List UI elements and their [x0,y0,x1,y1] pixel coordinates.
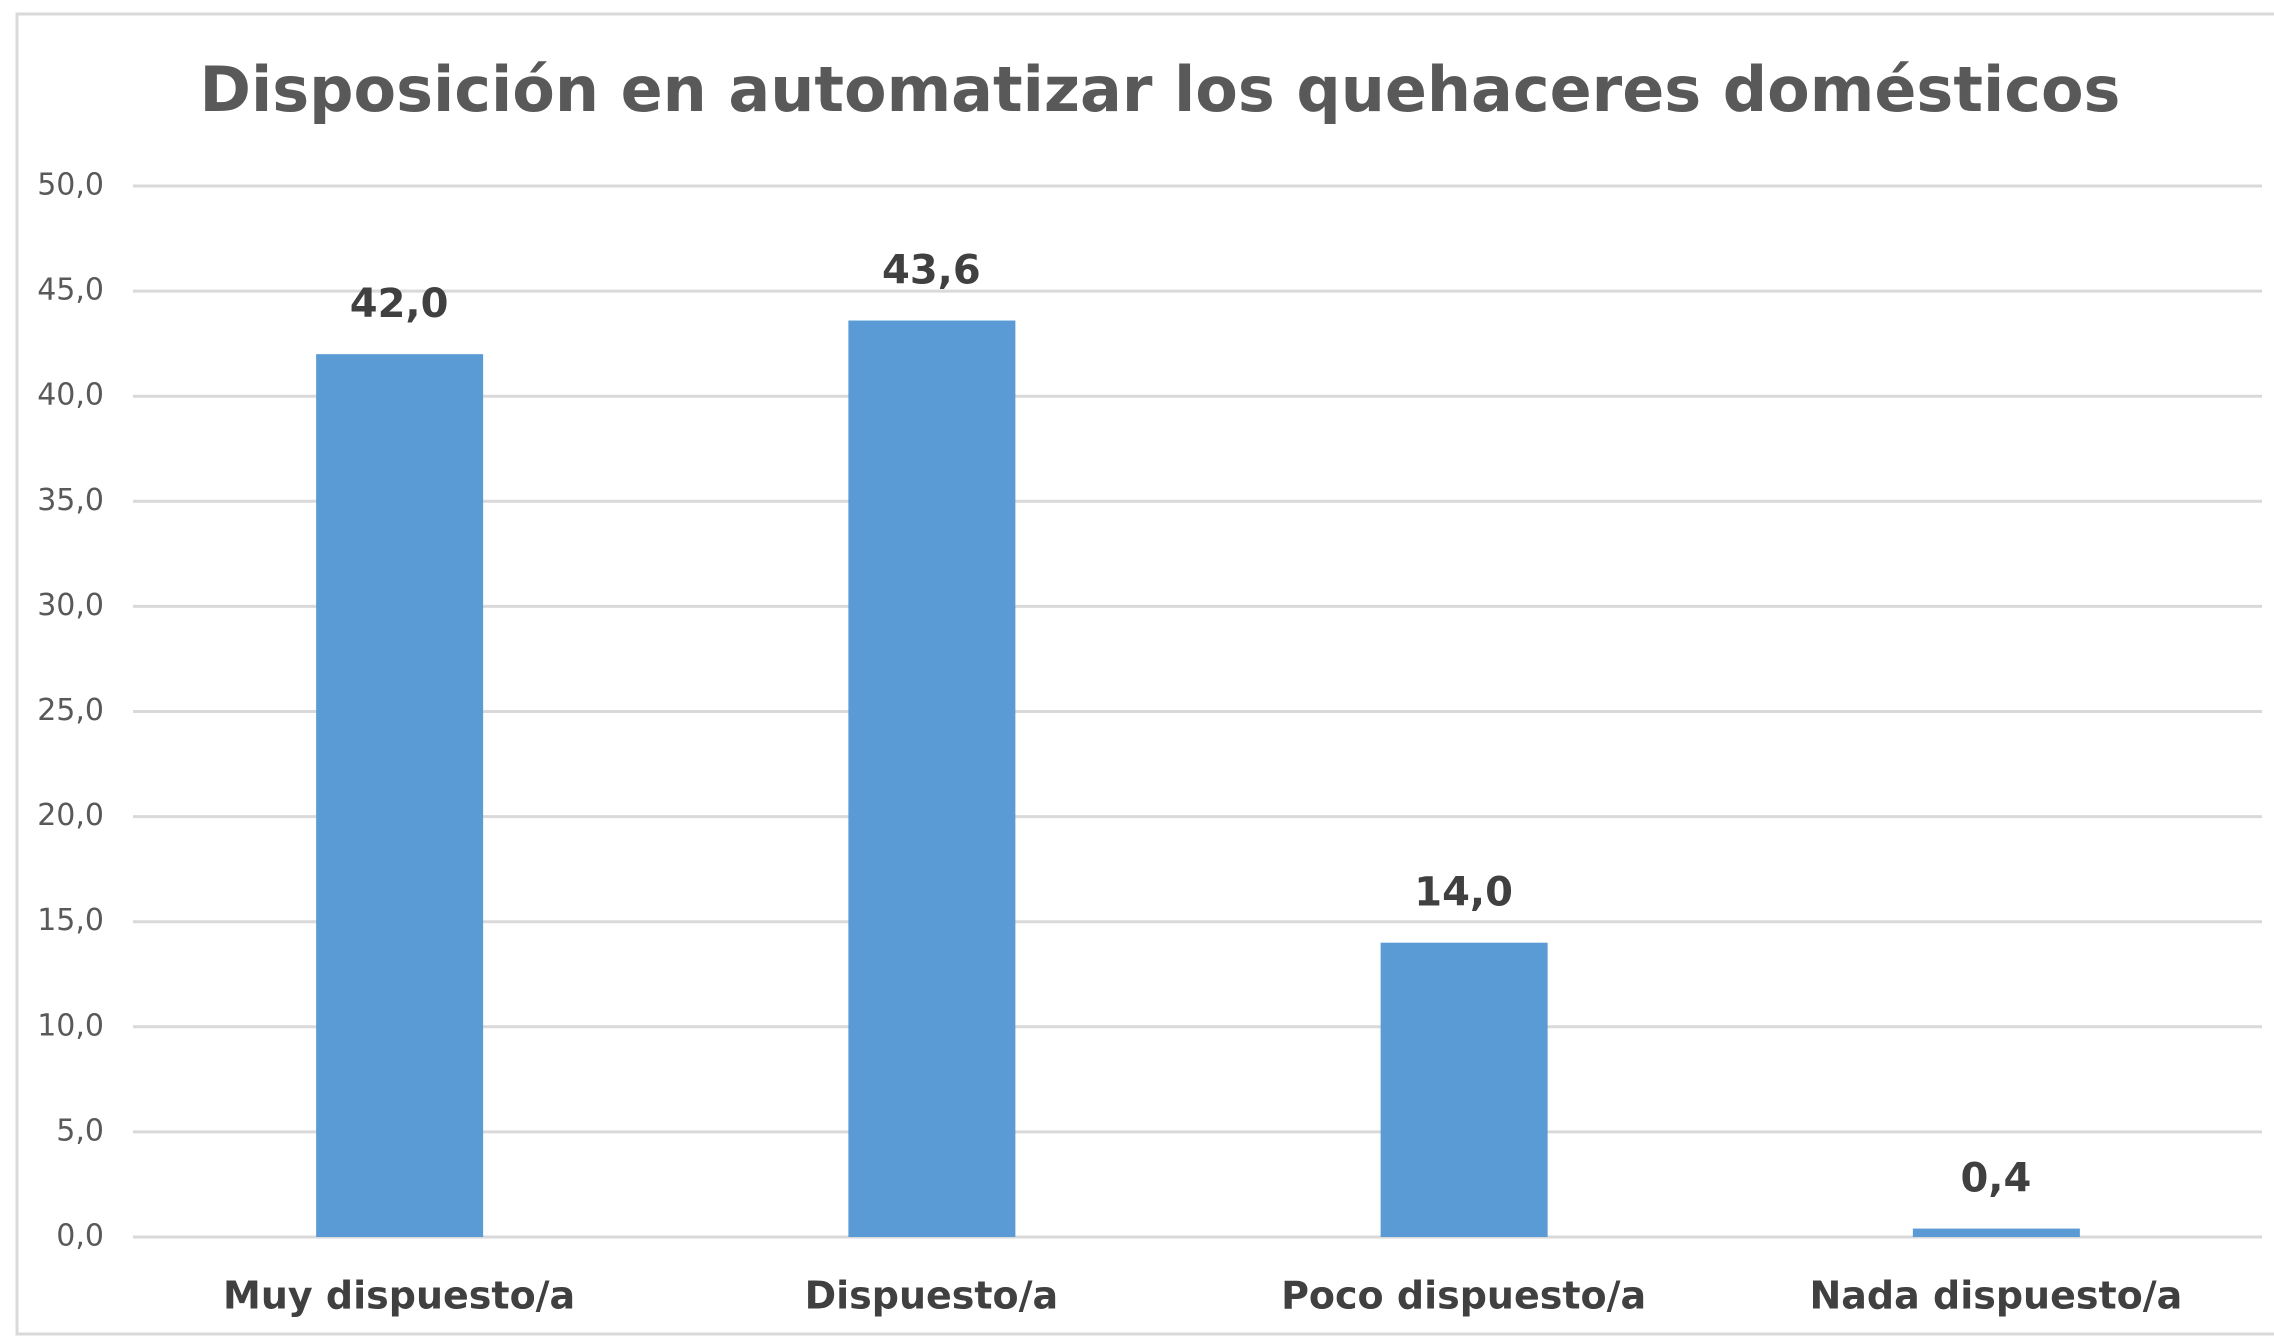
y-tick-label: 25,0 [37,693,104,728]
y-tick-label: 0,0 [56,1219,104,1254]
data-label: 42,0 [350,281,449,327]
chart-title: Disposición en automatizar los quehacere… [200,53,2121,126]
y-tick-label: 30,0 [37,588,104,623]
data-label: 14,0 [1414,870,1513,916]
y-tick-label: 35,0 [37,483,104,518]
y-tick-label: 10,0 [37,1008,104,1043]
x-tick-label: Poco dispuesto/a [1281,1274,1646,1318]
x-tick-label: Nada dispuesto/a [1809,1274,2182,1318]
data-label: 0,4 [1960,1156,2031,1202]
y-tick-label: 15,0 [37,903,104,938]
y-tick-label: 20,0 [37,798,104,833]
bar [316,354,484,1237]
y-tick-label: 45,0 [37,273,104,308]
bar [848,320,1016,1237]
x-tick-label: Dispuesto/a [805,1274,1059,1318]
y-tick-label: 50,0 [37,168,104,203]
bar [1912,1228,2080,1237]
data-label: 43,6 [882,248,981,294]
y-tick-label: 5,0 [56,1113,104,1148]
x-tick-label: Muy dispuesto/a [223,1274,575,1318]
bar [1380,942,1548,1237]
y-tick-label: 40,0 [37,378,104,413]
